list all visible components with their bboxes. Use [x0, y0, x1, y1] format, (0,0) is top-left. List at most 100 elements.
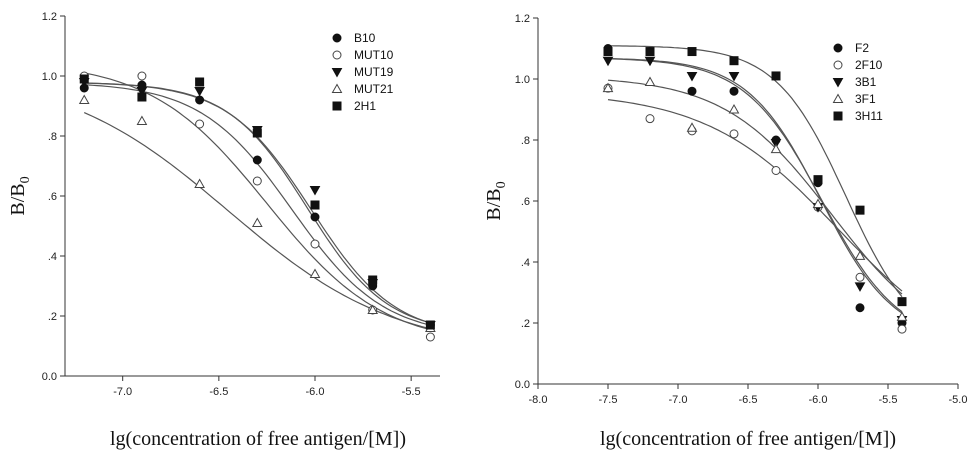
- fit-curve-mut19: [84, 82, 431, 324]
- data-point-3f1: [644, 76, 656, 87]
- legend-marker-mut10: [332, 50, 342, 60]
- data-point-mut19: [136, 87, 148, 97]
- data-point-2h1: [368, 275, 378, 285]
- y-tick-label: .6: [48, 191, 57, 203]
- data-point-3h11: [687, 47, 697, 57]
- x-tick-label: -5.5: [879, 394, 898, 406]
- data-point-3h11: [729, 56, 739, 66]
- y-tick-label: .4: [521, 257, 530, 269]
- x-tick-label: -6.0: [306, 386, 325, 398]
- legend-label-mut10: MUT10: [354, 48, 394, 62]
- data-point-mut21: [367, 304, 379, 314]
- data-point-b10: [310, 212, 320, 222]
- legend-label-2h1: 2H1: [354, 99, 376, 113]
- data-point-2f10: [855, 272, 865, 282]
- data-point-2f10: [897, 324, 907, 334]
- data-point-mut19: [194, 87, 205, 97]
- data-point-mut10: [425, 332, 435, 342]
- x-tick-label: -5.5: [402, 386, 421, 398]
- x-tick-label: -8.0: [529, 394, 548, 406]
- data-point-3b1: [854, 282, 866, 292]
- y-tick-label: 1.0: [42, 71, 57, 83]
- legend-label-3b1: 3B1: [855, 75, 877, 89]
- data-point-3h11: [771, 71, 781, 81]
- y-tick-label: 0.0: [515, 379, 530, 391]
- data-point-mut21: [251, 217, 263, 227]
- data-point-3f1: [602, 82, 614, 93]
- data-point-mut21: [136, 115, 148, 125]
- x-tick-label: -7.5: [599, 394, 618, 406]
- data-point-2f10: [729, 129, 739, 139]
- data-point-3h11: [897, 297, 907, 307]
- data-point-3b1: [728, 71, 740, 82]
- data-point-mut21: [78, 94, 90, 104]
- data-point-mut10: [195, 119, 205, 129]
- fit-curve-3b1: [607, 58, 903, 313]
- data-point-2f10: [771, 166, 781, 175]
- chart-right: 0.0 .2 .4 .6 .8 1.0 1.2 -8.0 -7.5 -7.0 -6.5 -6.0 -5.…: [483, 13, 967, 450]
- legend-marker-b10: [332, 33, 342, 43]
- x-tick-label: -6.5: [739, 394, 758, 406]
- x-tick-label: -6.0: [809, 394, 828, 406]
- data-point-3f1: [812, 198, 824, 209]
- y-tick-label: 1.2: [42, 11, 57, 23]
- legend-marker-3b1: [832, 78, 844, 88]
- data-point-3b1: [770, 139, 782, 149]
- data-point-2f10: [645, 114, 655, 124]
- data-point-b10: [195, 95, 205, 105]
- data-point-3h11: [855, 205, 865, 215]
- legend-marker-f2: [833, 43, 843, 53]
- data-point-3b1: [644, 56, 656, 67]
- data-point-f2: [855, 303, 865, 313]
- x-tick-label: -7.0: [669, 394, 688, 406]
- data-point-mut21: [309, 268, 321, 278]
- legend-label-3h11: 3H11: [855, 109, 883, 123]
- data-point-3f1: [896, 311, 908, 321]
- data-point-3h11: [645, 47, 655, 57]
- data-point-2h1: [137, 92, 147, 102]
- fit-curve-2h1: [84, 82, 431, 324]
- data-point-3b1: [602, 56, 614, 67]
- data-point-3b1: [686, 71, 698, 82]
- data-point-2h1: [310, 200, 320, 210]
- data-point-2h1: [79, 74, 89, 84]
- y-axis-title: B/B0: [7, 176, 33, 215]
- y-tick-label: 0.0: [42, 371, 57, 383]
- legend-label-2f10: 2F10: [855, 58, 883, 72]
- data-point-3f1: [686, 122, 698, 132]
- fit-curve-b10: [84, 84, 431, 326]
- legend-marker-2h1: [332, 101, 342, 111]
- fit-curve-2f10: [607, 99, 903, 292]
- fit-curve-f2: [607, 57, 903, 314]
- legend-label-mut21: MUT21: [354, 82, 394, 96]
- data-point-3h11: [813, 175, 823, 185]
- x-axis-title: lg(concentration of free antigen/[M]): [110, 428, 406, 450]
- data-point-3f1: [728, 103, 740, 114]
- fit-curve-3h11: [608, 45, 903, 298]
- y-tick-label: 1.0: [515, 74, 530, 86]
- data-point-f2: [729, 86, 739, 96]
- y-axis-title: B/B0: [483, 181, 509, 220]
- data-point-mut21: [194, 178, 205, 188]
- fit-curve-3f1: [607, 79, 903, 295]
- chart-left: 0.0 .2 .4 .6 .8 1.0 1.2 -7.0 -6.5 -6.0 -5.5 lg(conc…: [7, 11, 440, 450]
- fit-curve-mut10: [84, 72, 431, 331]
- y-tick-label: .6: [521, 196, 530, 208]
- data-point-mut19: [309, 186, 321, 196]
- y-tick-label: .2: [521, 318, 530, 330]
- data-point-mut10: [310, 239, 320, 249]
- x-tick-label: -7.0: [113, 386, 132, 398]
- legend-marker-2f10: [833, 60, 843, 70]
- data-point-3f1: [854, 250, 866, 260]
- x-tick-label: -5.0: [949, 394, 968, 406]
- legend-marker-3h11: [833, 111, 843, 121]
- x-axis-title: lg(concentration of free antigen/[M]): [600, 428, 896, 450]
- legend-label-mut19: MUT19: [354, 65, 394, 79]
- legend-marker-mut19: [331, 68, 343, 78]
- data-point-b10: [252, 155, 262, 165]
- y-tick-label: .2: [48, 311, 57, 323]
- data-point-2h1: [425, 320, 435, 330]
- y-tick-label: .4: [48, 251, 57, 263]
- data-point-3f1: [770, 143, 782, 154]
